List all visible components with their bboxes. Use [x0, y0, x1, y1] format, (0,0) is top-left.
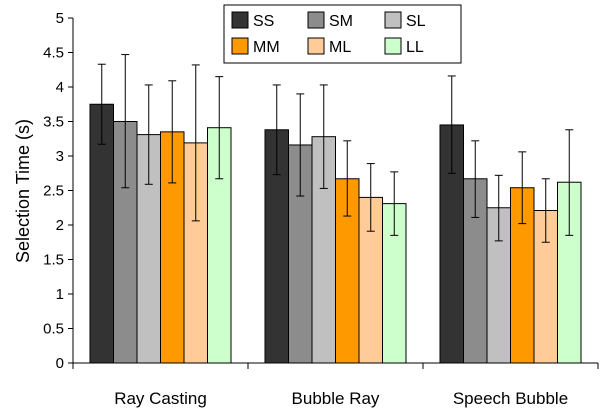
x-category-label: Bubble Ray [292, 389, 380, 408]
y-tick-label: 2.5 [43, 183, 64, 200]
x-category-label: Speech Bubble [453, 389, 568, 408]
x-category-label: Ray Casting [114, 389, 207, 408]
legend-label: SS [253, 13, 274, 30]
y-tick-label: 5 [56, 10, 64, 27]
legend-swatch [307, 37, 325, 55]
legend-swatch [384, 11, 402, 29]
error-bars [97, 54, 574, 243]
legend-label: LL [406, 39, 424, 56]
y-axis-title: Selection Time (s) [13, 119, 33, 263]
y-tick-label: 4.5 [43, 45, 64, 62]
legend-label: ML [329, 39, 351, 56]
y-tick-label: 3.5 [43, 114, 64, 131]
y-tick-label: 1 [56, 286, 64, 303]
legend-label: MM [253, 39, 280, 56]
y-tick-label: 0.5 [43, 321, 64, 338]
legend-box [223, 4, 462, 64]
legend-swatch [384, 37, 402, 55]
y-tick-label: 0 [56, 355, 64, 372]
legend-swatch [231, 11, 249, 29]
y-tick-label: 4 [56, 79, 64, 96]
y-tick-label: 2 [56, 217, 64, 234]
legend-swatch [307, 11, 325, 29]
y-tick-label: 3 [56, 148, 64, 165]
bars [89, 103, 582, 364]
axes: 0 0.5 1 1.5 2 2.5 3 3.5 4 4.5 5 Ray Casting Bubble R… [43, 10, 599, 408]
legend-label: SL [406, 13, 426, 30]
legend-label: SM [329, 13, 353, 30]
legend-swatch [231, 37, 249, 55]
legend: SS SM SL MM ML LL [223, 4, 462, 64]
y-tick-label: 1.5 [43, 252, 64, 269]
